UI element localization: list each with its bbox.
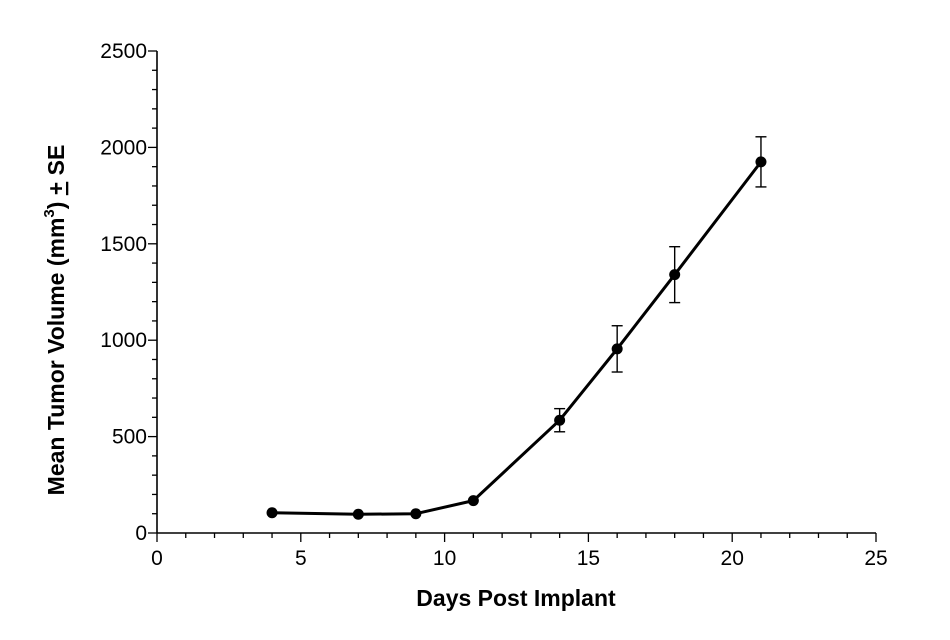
x-tick-label: 15 bbox=[577, 547, 600, 570]
y-tick-label: 500 bbox=[112, 426, 147, 449]
data-point bbox=[554, 414, 566, 426]
y-axis-title-error-symbol: + bbox=[43, 182, 69, 195]
data-point bbox=[266, 507, 278, 519]
y-axis-title-error-label: SE bbox=[43, 145, 69, 182]
y-axis-title-main: Mean Tumor Volume (mm bbox=[43, 218, 69, 496]
y-tick-label: 0 bbox=[135, 522, 147, 545]
x-tick-label: 5 bbox=[295, 547, 307, 570]
y-tick-label: 1500 bbox=[100, 233, 147, 256]
x-tick-label: 25 bbox=[864, 547, 887, 570]
x-axis-title: Days Post Implant bbox=[416, 585, 616, 611]
data-point bbox=[410, 508, 422, 520]
y-axis-title: Mean Tumor Volume (mm3) + SE bbox=[41, 145, 69, 496]
axes bbox=[156, 51, 876, 534]
x-tick-label: 0 bbox=[151, 547, 163, 570]
y-tick-label: 2000 bbox=[100, 136, 147, 159]
x-tick-label: 10 bbox=[433, 547, 456, 570]
ticks: 0 5 10 15 20 25 0 500 1000 1500 2000 2500 bbox=[100, 40, 887, 570]
data-point bbox=[755, 156, 767, 168]
y-axis-title-suffix: ) bbox=[43, 195, 69, 209]
x-tick-label: 20 bbox=[721, 547, 744, 570]
data-point bbox=[669, 269, 681, 281]
data-point bbox=[611, 343, 623, 355]
y-tick-label: 1000 bbox=[100, 329, 147, 352]
data-point bbox=[467, 495, 479, 507]
data-series bbox=[266, 156, 767, 520]
series-line bbox=[272, 160, 763, 516]
data-point bbox=[352, 508, 364, 520]
y-tick-label: 2500 bbox=[100, 40, 147, 63]
y-axis-title-superscript: 3 bbox=[41, 209, 58, 217]
